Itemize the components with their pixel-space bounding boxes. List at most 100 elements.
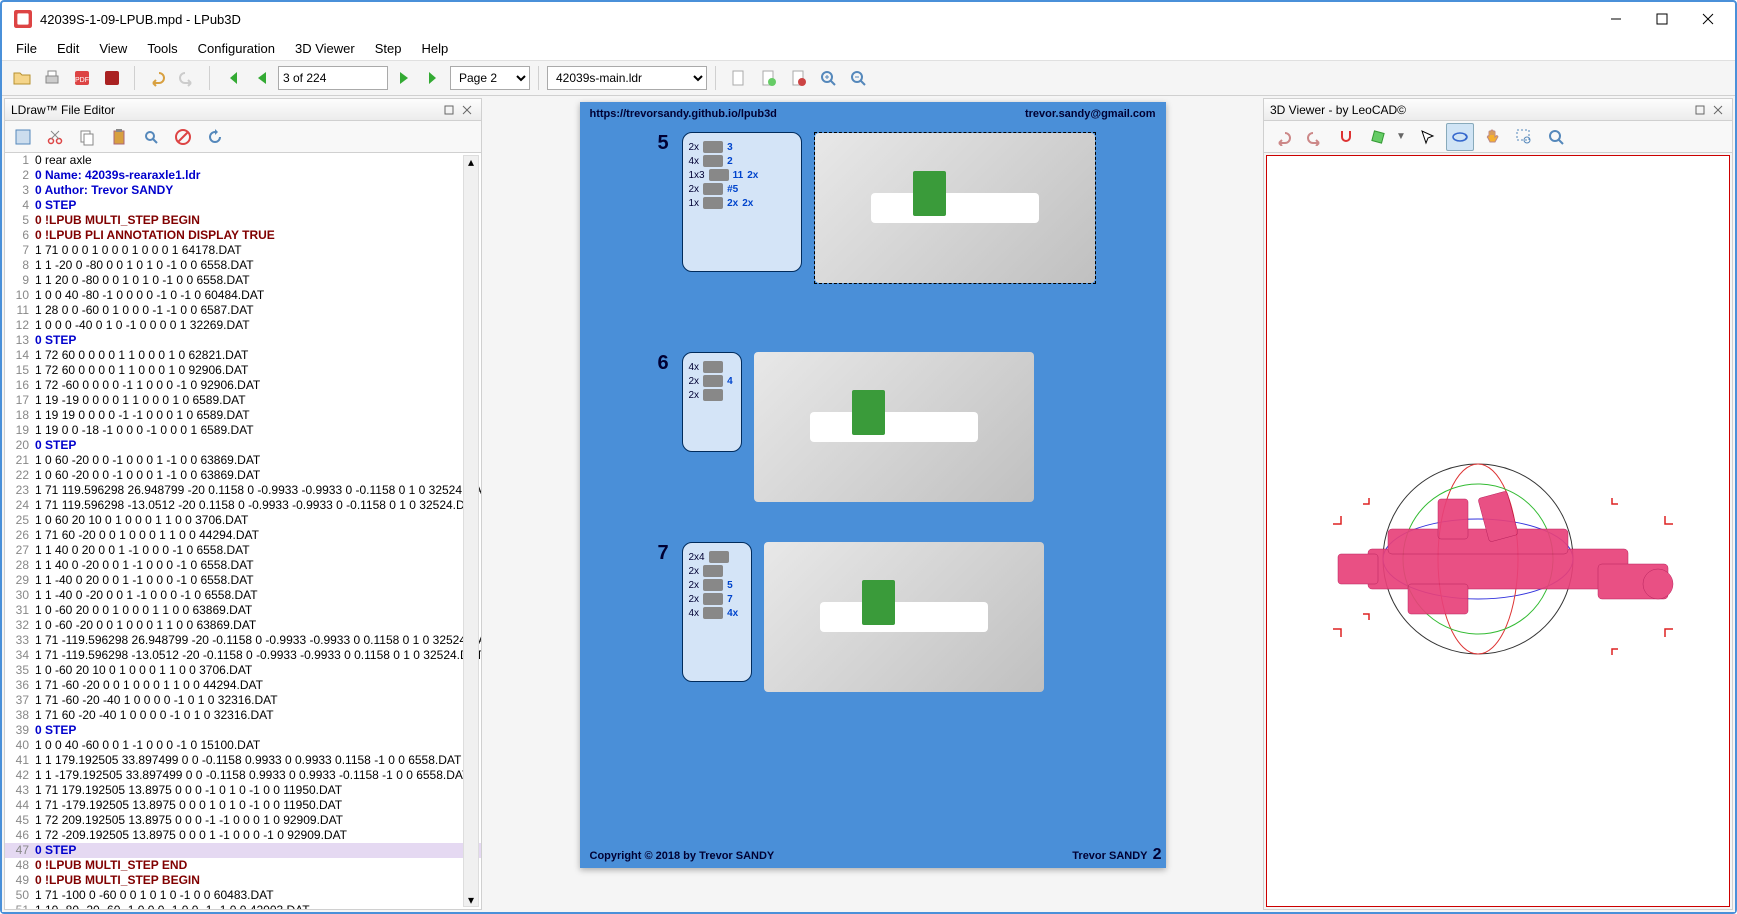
code-line[interactable]: 390 STEP [5, 723, 481, 738]
viewer-canvas[interactable] [1266, 155, 1730, 907]
code-line[interactable]: 431 71 179.192505 13.8975 0 0 0 -1 0 1 0… [5, 783, 481, 798]
menu-edit[interactable]: Edit [47, 39, 89, 58]
code-line[interactable]: 141 72 60 0 0 0 0 1 1 0 0 0 1 0 62821.DA… [5, 348, 481, 363]
zoom-in-icon[interactable] [814, 64, 842, 92]
find-icon[interactable] [137, 123, 165, 151]
code-line[interactable]: 50 !LPUB MULTI_STEP BEGIN [5, 213, 481, 228]
code-line[interactable]: 30 Author: Trevor SANDY [5, 183, 481, 198]
code-line[interactable]: 291 1 -40 0 20 0 0 1 -1 0 0 0 -1 0 6558.… [5, 573, 481, 588]
code-line[interactable]: 231 71 119.596298 26.948799 -20 0.1158 0… [5, 483, 481, 498]
next-page-icon[interactable] [390, 64, 418, 92]
code-line[interactable]: 351 0 -60 20 10 0 1 0 0 0 1 1 0 0 3706.D… [5, 663, 481, 678]
page-number-input[interactable] [278, 66, 388, 90]
cut-icon[interactable] [41, 123, 69, 151]
delete-icon[interactable] [169, 123, 197, 151]
code-line[interactable]: 331 71 -119.596298 26.948799 -20 -0.1158… [5, 633, 481, 648]
code-line[interactable]: 281 1 40 0 -20 0 0 1 -1 0 0 0 -1 0 6558.… [5, 558, 481, 573]
panel-float-icon[interactable] [441, 102, 457, 118]
zoom-fit-icon[interactable] [1542, 123, 1570, 151]
snap-icon[interactable] [1332, 123, 1360, 151]
code-line[interactable]: 171 19 -19 0 0 0 0 1 1 0 0 0 1 0 6589.DA… [5, 393, 481, 408]
assembly-image[interactable] [764, 542, 1044, 692]
insert-page-icon[interactable] [724, 64, 752, 92]
code-line[interactable]: 151 72 60 0 0 0 0 1 1 0 0 0 1 0 92906.DA… [5, 363, 481, 378]
code-line[interactable]: 81 1 -20 0 -80 0 0 1 0 1 0 -1 0 0 6558.D… [5, 258, 481, 273]
zoom-out-icon[interactable] [844, 64, 872, 92]
code-line[interactable]: 211 0 60 -20 0 0 -1 0 0 0 1 -1 0 0 63869… [5, 453, 481, 468]
code-line[interactable]: 461 72 -209.192505 13.8975 0 0 0 1 -1 0 … [5, 828, 481, 843]
code-line[interactable]: 361 71 -60 -20 0 0 1 0 0 0 1 1 0 0 44294… [5, 678, 481, 693]
code-line[interactable]: 101 0 0 40 -80 -1 0 0 0 0 -1 0 -1 0 6048… [5, 288, 481, 303]
code-line[interactable]: 261 71 60 -20 0 0 1 0 0 0 1 1 0 0 44294.… [5, 528, 481, 543]
pli-box[interactable]: 2x34x21x3112x2x#51x2x2x [682, 132, 802, 272]
code-line[interactable]: 181 19 19 0 0 0 0 -1 -1 0 0 0 1 0 6589.D… [5, 408, 481, 423]
menu-configuration[interactable]: Configuration [188, 39, 285, 58]
viewer-undo-icon[interactable] [1268, 123, 1296, 151]
minimize-button[interactable] [1593, 4, 1639, 34]
editor-body[interactable]: 10 rear axle20 Name: 42039s-rearaxle1.ld… [5, 153, 481, 909]
refresh-icon[interactable] [201, 123, 229, 151]
3d-model[interactable] [1308, 429, 1688, 709]
code-line[interactable]: 191 19 0 0 -18 -1 0 0 0 -1 0 0 0 1 6589.… [5, 423, 481, 438]
editor-scrollbar[interactable]: ▴ ▾ [463, 155, 479, 907]
export-image-icon[interactable] [98, 64, 126, 92]
rotate-view-icon[interactable] [1446, 123, 1474, 151]
viewer-redo-icon[interactable] [1300, 123, 1328, 151]
code-line[interactable]: 130 STEP [5, 333, 481, 348]
code-line[interactable]: 511 10 -80 -20 -60 -1 0 0 0 -1 0 0 -1 -1… [5, 903, 481, 909]
print-icon[interactable] [38, 64, 66, 92]
menu-view[interactable]: View [89, 39, 137, 58]
code-line[interactable]: 381 71 60 -20 -40 1 0 0 0 0 -1 0 1 0 323… [5, 708, 481, 723]
select-all-icon[interactable] [9, 123, 37, 151]
menu-file[interactable]: File [6, 39, 47, 58]
code-line[interactable]: 421 1 -179.192505 33.897499 0 0 -0.1158 … [5, 768, 481, 783]
close-button[interactable] [1685, 4, 1731, 34]
code-line[interactable]: 311 0 -60 20 0 0 1 0 0 0 1 1 0 0 63869.D… [5, 603, 481, 618]
maximize-button[interactable] [1639, 4, 1685, 34]
code-line[interactable]: 501 71 -100 0 -60 0 0 1 0 1 0 -1 0 0 604… [5, 888, 481, 903]
export-pdf-icon[interactable]: PDF [68, 64, 96, 92]
submodel-select[interactable]: 42039s-main.ldr [547, 66, 707, 90]
code-line[interactable]: 40 STEP [5, 198, 481, 213]
code-line[interactable]: 241 71 119.596298 -13.0512 -20 0.1158 0 … [5, 498, 481, 513]
menu-step[interactable]: Step [365, 39, 412, 58]
menu-3d-viewer[interactable]: 3D Viewer [285, 39, 365, 58]
panel-close-icon[interactable] [459, 102, 475, 118]
code-line[interactable]: 301 1 -40 0 -20 0 0 1 -1 0 0 0 -1 0 6558… [5, 588, 481, 603]
code-line[interactable]: 200 STEP [5, 438, 481, 453]
undo-icon[interactable] [143, 64, 171, 92]
delete-page-icon[interactable] [784, 64, 812, 92]
code-line[interactable]: 371 71 -60 -20 -40 1 0 0 0 0 -1 0 1 0 32… [5, 693, 481, 708]
select-tool-icon[interactable] [1414, 123, 1442, 151]
code-line[interactable]: 221 0 60 -20 0 0 -1 0 0 0 1 -1 0 0 63869… [5, 468, 481, 483]
last-page-icon[interactable] [420, 64, 448, 92]
instruction-page[interactable]: https://trevorsandy.github.io/lpub3dtrev… [580, 102, 1166, 868]
page-view-panel[interactable]: https://trevorsandy.github.io/lpub3dtrev… [484, 98, 1261, 910]
paste-icon[interactable] [105, 123, 133, 151]
menu-tools[interactable]: Tools [137, 39, 187, 58]
code-line[interactable]: 411 1 179.192505 33.897499 0 0 -0.1158 0… [5, 753, 481, 768]
first-page-icon[interactable] [218, 64, 246, 92]
code-line[interactable]: 71 71 0 0 0 1 0 0 0 1 0 0 0 1 64178.DAT [5, 243, 481, 258]
code-line[interactable]: 441 71 -179.192505 13.8975 0 0 0 1 0 1 0… [5, 798, 481, 813]
page-select[interactable]: Page 2 [450, 66, 530, 90]
code-line[interactable]: 271 1 40 0 20 0 0 1 -1 0 0 0 -1 0 6558.D… [5, 543, 481, 558]
step-6[interactable]: 64x2x42x [658, 352, 1034, 502]
panel-float-icon[interactable] [1692, 102, 1708, 118]
append-page-icon[interactable] [754, 64, 782, 92]
redo-icon[interactable] [173, 64, 201, 92]
copy-icon[interactable] [73, 123, 101, 151]
step-5[interactable]: 52x34x21x3112x2x#51x2x2x [658, 132, 1096, 284]
code-line[interactable]: 251 0 60 20 10 0 1 0 0 0 1 1 0 0 3706.DA… [5, 513, 481, 528]
code-line[interactable]: 161 72 -60 0 0 0 0 -1 1 0 0 0 -1 0 92906… [5, 378, 481, 393]
code-line[interactable]: 451 72 209.192505 13.8975 0 0 0 -1 -1 0 … [5, 813, 481, 828]
code-line[interactable]: 490 !LPUB MULTI_STEP BEGIN [5, 873, 481, 888]
transform-icon[interactable] [1364, 123, 1392, 151]
panel-close-icon[interactable] [1710, 102, 1726, 118]
menu-help[interactable]: Help [411, 39, 458, 58]
open-file-icon[interactable] [8, 64, 36, 92]
code-line[interactable]: 111 28 0 0 -60 0 1 0 0 0 -1 -1 0 0 6587.… [5, 303, 481, 318]
prev-page-icon[interactable] [248, 64, 276, 92]
code-line[interactable]: 20 Name: 42039s-rearaxle1.ldr [5, 168, 481, 183]
code-line[interactable]: 60 !LPUB PLI ANNOTATION DISPLAY TRUE [5, 228, 481, 243]
